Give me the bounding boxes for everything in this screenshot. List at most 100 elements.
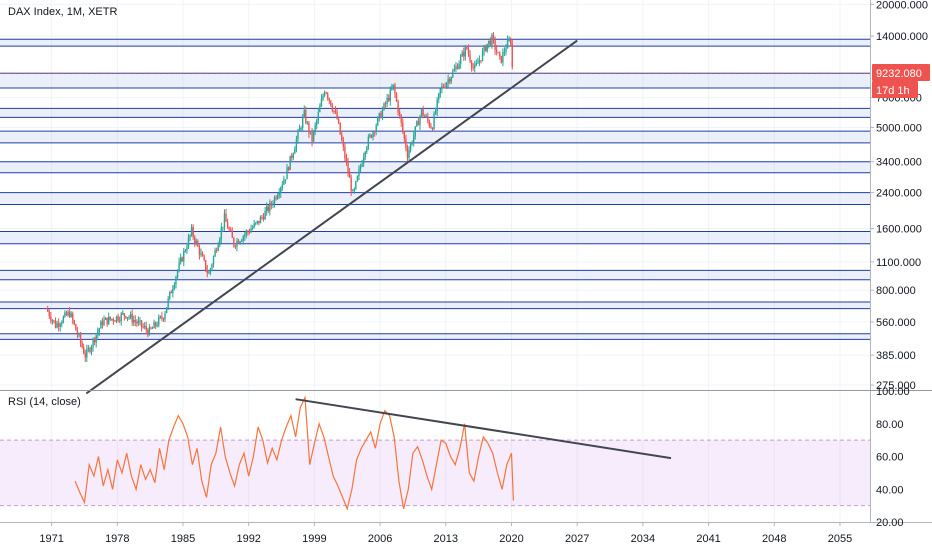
price-candle (308, 122, 310, 134)
price-candle (341, 134, 343, 141)
price-candle (494, 39, 496, 50)
price-tick-label: 20000.000 (876, 0, 928, 11)
price-candle (309, 132, 312, 134)
price-candle (450, 77, 452, 82)
last-price-badge (872, 63, 930, 81)
price-candle (316, 120, 318, 126)
price-candle (373, 131, 376, 133)
price-candle (173, 284, 176, 289)
price-candle (394, 84, 396, 94)
price-candle (505, 48, 507, 52)
support-bands (0, 38, 870, 340)
price-candle (111, 318, 113, 320)
price-candle (120, 313, 122, 321)
price-candle (211, 264, 213, 269)
countdown-badge (872, 80, 918, 98)
price-candle (445, 82, 448, 88)
price-candle (470, 61, 473, 68)
price-candle (247, 231, 249, 233)
price-candle (76, 330, 79, 335)
price-candle (244, 234, 246, 237)
price-candle (461, 52, 463, 57)
price-candle (162, 318, 165, 320)
price-badges: 9232.080 17d 1h (872, 63, 930, 98)
price-candle (47, 308, 49, 312)
time-tick-label: 2034 (631, 533, 655, 545)
price-candle (262, 217, 265, 220)
price-candle (228, 228, 230, 230)
price-candle (198, 246, 201, 255)
price-candle (203, 256, 205, 261)
price-candle (255, 222, 257, 224)
price-candle (503, 51, 506, 53)
price-candle (472, 67, 474, 69)
price-candle (342, 140, 345, 147)
price-candle (400, 114, 402, 123)
price-candle (256, 220, 259, 223)
price-candle (239, 241, 241, 244)
price-candle (197, 241, 199, 247)
price-candle (419, 116, 421, 126)
price-candle (139, 320, 141, 322)
price-candle (161, 316, 163, 319)
price-trendline (85, 39, 578, 395)
price-candle (75, 324, 77, 331)
price-candle (79, 334, 82, 343)
price-candle (377, 117, 379, 126)
price-candle (236, 240, 238, 247)
price-candle (129, 314, 132, 318)
trendlines[interactable] (85, 39, 672, 460)
price-candle (181, 257, 183, 262)
price-candle (215, 250, 218, 252)
price-candle (402, 122, 404, 132)
price-candle (118, 320, 121, 322)
price-candle (286, 167, 288, 180)
price-candle (97, 331, 99, 336)
price-tick-label: 5000.000 (876, 122, 922, 134)
price-candle (178, 262, 180, 271)
support-band (0, 39, 870, 47)
price-candle (220, 227, 223, 239)
price-candle (362, 156, 365, 164)
price-candle (320, 99, 323, 107)
price-candle (420, 108, 423, 117)
price-candle (367, 136, 370, 148)
price-candle (131, 314, 133, 323)
price-candle (251, 227, 254, 230)
price-candle (176, 270, 179, 277)
price-candle (72, 313, 74, 321)
price-candle (380, 113, 382, 118)
price-candle (331, 106, 334, 111)
price-candle (347, 162, 349, 174)
price-candle (475, 63, 477, 66)
price-candle (167, 298, 169, 308)
price-candle (234, 246, 237, 248)
price-candle (348, 173, 351, 178)
price-candle (452, 71, 454, 78)
price-candle (409, 143, 412, 151)
price-candle (337, 118, 340, 123)
price-candle (133, 320, 135, 323)
support-band (0, 131, 870, 143)
price-tick-label: 385.000 (876, 350, 916, 362)
price-candle (488, 40, 490, 44)
price-candle (477, 62, 479, 64)
time-tick-label: 2041 (696, 533, 720, 545)
price-candle (175, 276, 177, 285)
price-candle (284, 179, 287, 181)
price-candle (59, 324, 61, 327)
price-candle (67, 311, 69, 316)
rsi-tick-label: 100.00 (876, 386, 910, 398)
price-candle (474, 65, 476, 68)
price-candle (511, 43, 513, 68)
price-candle (225, 213, 227, 222)
price-candle (433, 113, 435, 130)
price-candle (214, 250, 216, 257)
price-candle (150, 327, 152, 329)
rsi-trendline (295, 398, 672, 460)
time-tick-label: 1999 (302, 533, 326, 545)
price-candle (384, 103, 387, 105)
price-candle (436, 99, 438, 112)
